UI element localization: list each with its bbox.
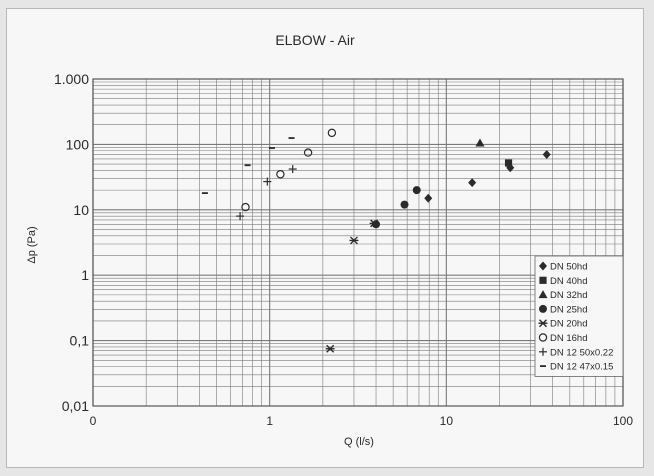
data-point <box>288 165 297 174</box>
data-point <box>369 219 379 228</box>
x-axis-label: Q (l/s) <box>344 436 374 448</box>
axis-ticks: 0 1 10 100 1.000 100 10 1 0,1 0,01 <box>54 71 633 428</box>
y-tick-label: 1 <box>81 267 89 283</box>
data-point <box>327 128 337 138</box>
plot-border <box>92 78 624 407</box>
data-point <box>412 186 421 195</box>
data-point <box>372 220 381 229</box>
data-point <box>475 138 485 147</box>
legend-marker <box>538 333 548 342</box>
y-tick-label: 0,1 <box>70 333 90 349</box>
data-point <box>241 202 250 212</box>
y-tick-label: 0,01 <box>62 398 89 414</box>
y-tick-label: 1.000 <box>54 71 89 87</box>
legend-label: DN 25hd <box>550 304 588 315</box>
x-tick-label: 100 <box>613 414 633 428</box>
y-axis-label: Δp (Pa) <box>26 226 38 263</box>
data-point <box>400 200 409 209</box>
data-point <box>542 150 551 160</box>
chart-frame: ELBOW - Air 0 1 10 100 1.000 100 10 1 0,1 0,01 Q … <box>6 8 644 468</box>
legend-label: DN 50hd <box>550 262 588 273</box>
data-point <box>303 148 313 157</box>
data-points <box>201 128 551 353</box>
legend-label: DN 32hd <box>550 290 588 301</box>
y-tick-label: 100 <box>66 136 90 152</box>
legend-marker <box>539 304 547 313</box>
legend-marker <box>539 261 547 271</box>
legend-marker <box>539 347 547 356</box>
x-tick-label: 1 <box>266 414 273 428</box>
x-tick-label: 0 <box>90 414 97 428</box>
data-point <box>424 193 433 203</box>
legend-label: DN 20hd <box>550 319 588 330</box>
legend-marker <box>539 276 547 284</box>
legend-box <box>534 255 624 377</box>
data-point <box>468 178 477 188</box>
y-tick-label: 10 <box>73 202 89 218</box>
data-point <box>236 212 245 221</box>
chart: ELBOW - Air 0 1 10 100 1.000 100 10 1 0,1 0,01 Q … <box>26 32 633 448</box>
x-tick-label: 10 <box>440 414 454 428</box>
legend-label: DN 12 47x0.15 <box>550 362 613 373</box>
data-point <box>276 170 285 179</box>
data-point <box>263 177 272 186</box>
data-point <box>349 236 359 245</box>
legend-label: DN 16hd <box>550 333 588 344</box>
chart-title: ELBOW - Air <box>275 32 355 48</box>
legend-marker <box>538 290 548 299</box>
data-point <box>325 344 335 353</box>
data-point <box>504 159 513 167</box>
legend: DN 50hd DN 40hd DN 32hd DN 25hd DN 20hd DN 16… <box>534 255 624 377</box>
legend-label: DN 40hd <box>550 276 588 287</box>
legend-marker <box>538 319 548 328</box>
legend-label: DN 12 50x0.22 <box>550 347 613 358</box>
